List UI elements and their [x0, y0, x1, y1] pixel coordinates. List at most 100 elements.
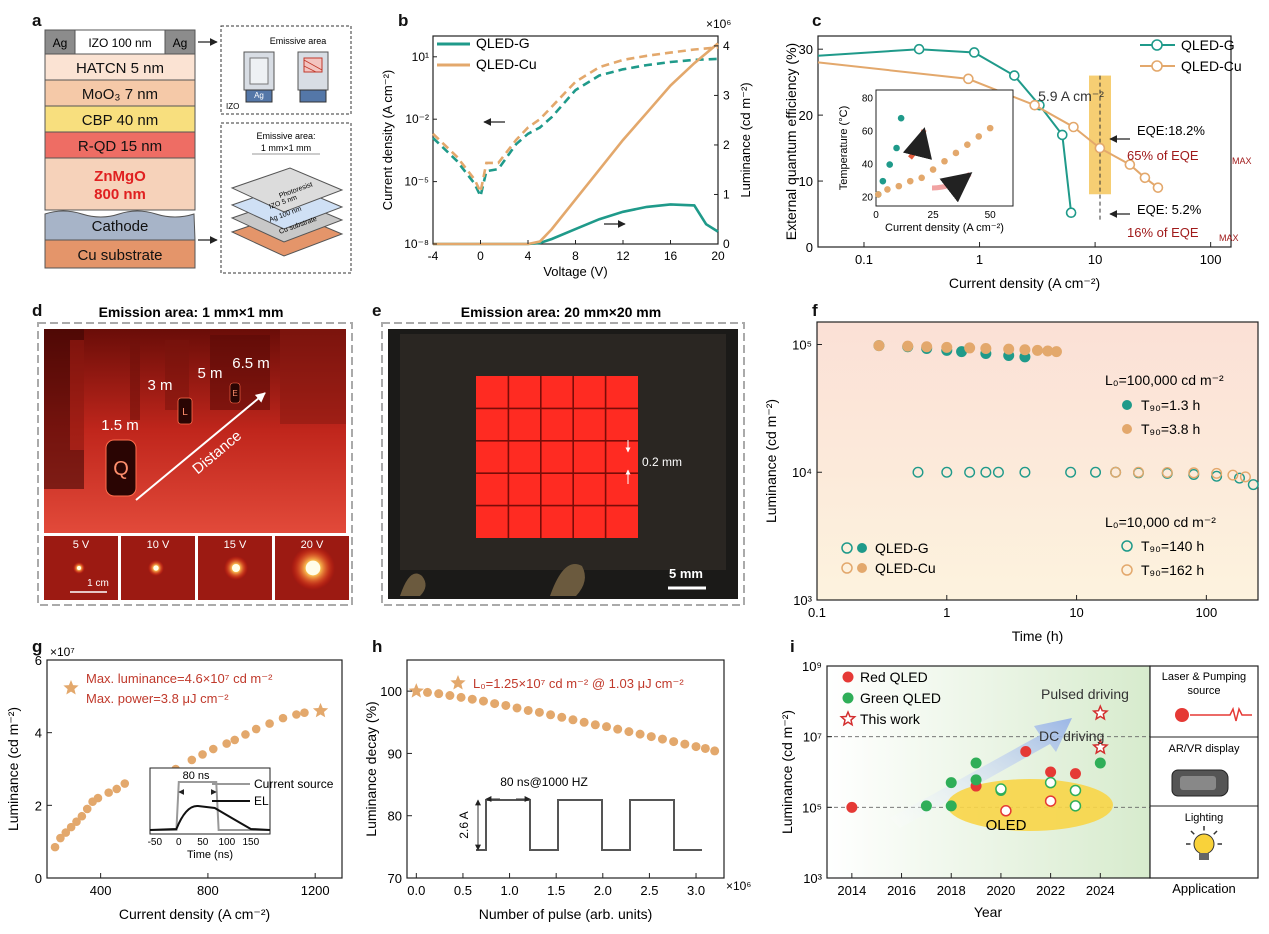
izo-label: IZO 100 nm	[88, 36, 151, 50]
x-tick-label: 12	[616, 249, 630, 263]
data-point	[300, 708, 309, 717]
inset-x-tick-label: 0	[176, 837, 182, 848]
inset-izo-label: IZO	[226, 102, 239, 111]
annot-density: 5.9 A cm⁻²	[1038, 88, 1104, 104]
data-point	[568, 715, 578, 725]
y-tick-label: 70	[388, 871, 402, 886]
series-marker-QLED-Cu	[1029, 99, 1040, 111]
y-tick-label: 4	[35, 726, 42, 741]
inset-arrow-g	[902, 127, 932, 160]
legend-marker	[1151, 60, 1163, 72]
series-marker-QLED-G	[913, 43, 925, 55]
data-point	[241, 730, 250, 739]
data-point	[278, 713, 288, 723]
l-sign: L	[177, 397, 193, 425]
svg-text:Q: Q	[113, 458, 129, 480]
exploded-stack-icon: Cu substrate Ag 100 nm IZO 5 nm Photores…	[230, 167, 344, 257]
voltage-label: 20 V	[301, 539, 324, 551]
y-tick-label: 20	[799, 108, 813, 123]
y-tick-label: 100	[380, 684, 402, 699]
scale-label-1cm: 1 cm	[87, 578, 109, 589]
data-point	[467, 694, 477, 704]
green-qled-point	[945, 777, 957, 789]
chart-g: Max. luminance=4.6×10⁷ cd m⁻² Max. power=…	[5, 645, 343, 922]
oled-label: OLED	[986, 817, 1027, 834]
data-point	[77, 811, 87, 821]
layer-label-2: CBP 40 nm	[82, 112, 158, 129]
this-work-star	[1091, 704, 1109, 721]
x-axis-label: Time (h)	[1012, 628, 1064, 644]
clip-right	[550, 564, 585, 596]
layer-2	[44, 105, 196, 133]
legend-red-label: Red QLED	[860, 669, 928, 685]
inset-x-tick-label: 150	[242, 837, 259, 848]
oled-open-point	[1069, 800, 1082, 812]
pulsed-label: Pulsed driving	[1041, 686, 1129, 702]
inset-y-tick-label: 40	[862, 160, 874, 171]
data-point-2	[1065, 466, 1077, 478]
data-point	[434, 689, 444, 699]
this-work-star	[1091, 738, 1109, 755]
legend-star	[839, 710, 857, 727]
series-line-2	[433, 203, 719, 246]
inset-point-QLED-Cu	[906, 177, 914, 185]
app-title: Application	[1172, 881, 1236, 896]
y-left-tick-label: 10¹	[412, 50, 429, 64]
layer-stack: HATCN 5 nm MoO₃ 7 nm CBP 40 nm R-QD 15 nm Zn…	[44, 53, 196, 269]
bulb-ray-icon	[1213, 830, 1218, 835]
x-axis-label: Voltage (V)	[543, 264, 607, 279]
legend-label: QLED-G	[476, 35, 530, 51]
data-point	[208, 744, 218, 754]
series-marker-QLED-Cu	[1152, 182, 1164, 193]
panel-e-title: Emission area: 20 mm×20 mm	[461, 304, 661, 320]
series-line-0	[432, 57, 719, 201]
panel-e: e Emission area: 20 mm×20 mm 0.2 mm 5 mm	[372, 301, 745, 606]
red-qled-point	[1045, 766, 1057, 778]
data-point-1	[1019, 344, 1031, 356]
legend-star	[63, 680, 79, 695]
data-point	[423, 687, 433, 697]
annot-max-power: Max. power=3.8 μJ cm⁻²	[86, 691, 229, 706]
ag-left-block	[44, 29, 76, 55]
legend-open	[841, 542, 853, 554]
data-point	[187, 755, 197, 765]
legend-marker-g-high	[1122, 400, 1132, 410]
dist-label-1-5m: 1.5 m	[101, 417, 139, 434]
y-tick-label: 0	[35, 871, 42, 886]
svg-text:E: E	[232, 389, 237, 398]
panel-a: a Ag IZO 100 nm Ag HATCN 5 nm MoO₃ 7 nm CB…	[32, 11, 352, 274]
legend-marker-cu-low	[1121, 564, 1133, 576]
oled-open-point	[1044, 795, 1057, 807]
inset-x-tick-label: 50	[985, 210, 997, 221]
x-axis-label: Number of pulse (arb. units)	[479, 906, 653, 922]
x-tick-label: 0.1	[855, 252, 873, 267]
inset-x-tick-label: 100	[218, 837, 235, 848]
inset-pulse-train	[476, 799, 702, 851]
data-point-3	[1110, 466, 1122, 478]
device-right-icon	[297, 51, 329, 103]
data-point-2	[964, 466, 976, 478]
ag-left-label: Ag	[53, 36, 68, 50]
legend-marker	[1151, 39, 1163, 51]
inset2-title-2: 1 mm×1 mm	[261, 143, 311, 153]
x-tick-label: 2.5	[640, 883, 658, 898]
y-tick-label: 90	[388, 746, 402, 761]
legend-label: QLED-G	[875, 540, 929, 556]
x-tick-label: -4	[428, 249, 439, 263]
x-tick-label: 8	[572, 249, 579, 263]
panel-i: i OLED Pulsed driving DC driving Red QLED Gr…	[779, 637, 1259, 920]
y-right-tick-label: 0	[723, 237, 730, 251]
data-point	[82, 804, 92, 814]
app-light: Lighting	[1185, 812, 1224, 824]
green-qled-point	[970, 774, 982, 786]
y-tick-label: 6	[35, 653, 42, 668]
inset-point-QLED-Cu	[929, 166, 937, 173]
data-point	[657, 734, 667, 744]
x-tick-label: 0.1	[808, 605, 826, 620]
data-point-2	[912, 466, 924, 478]
glow-core	[77, 566, 81, 570]
scale-label-5mm: 5 mm	[669, 566, 703, 581]
layer-label-1: MoO₃ 7 nm	[82, 86, 158, 103]
x-tick-label: 10	[1088, 252, 1102, 267]
